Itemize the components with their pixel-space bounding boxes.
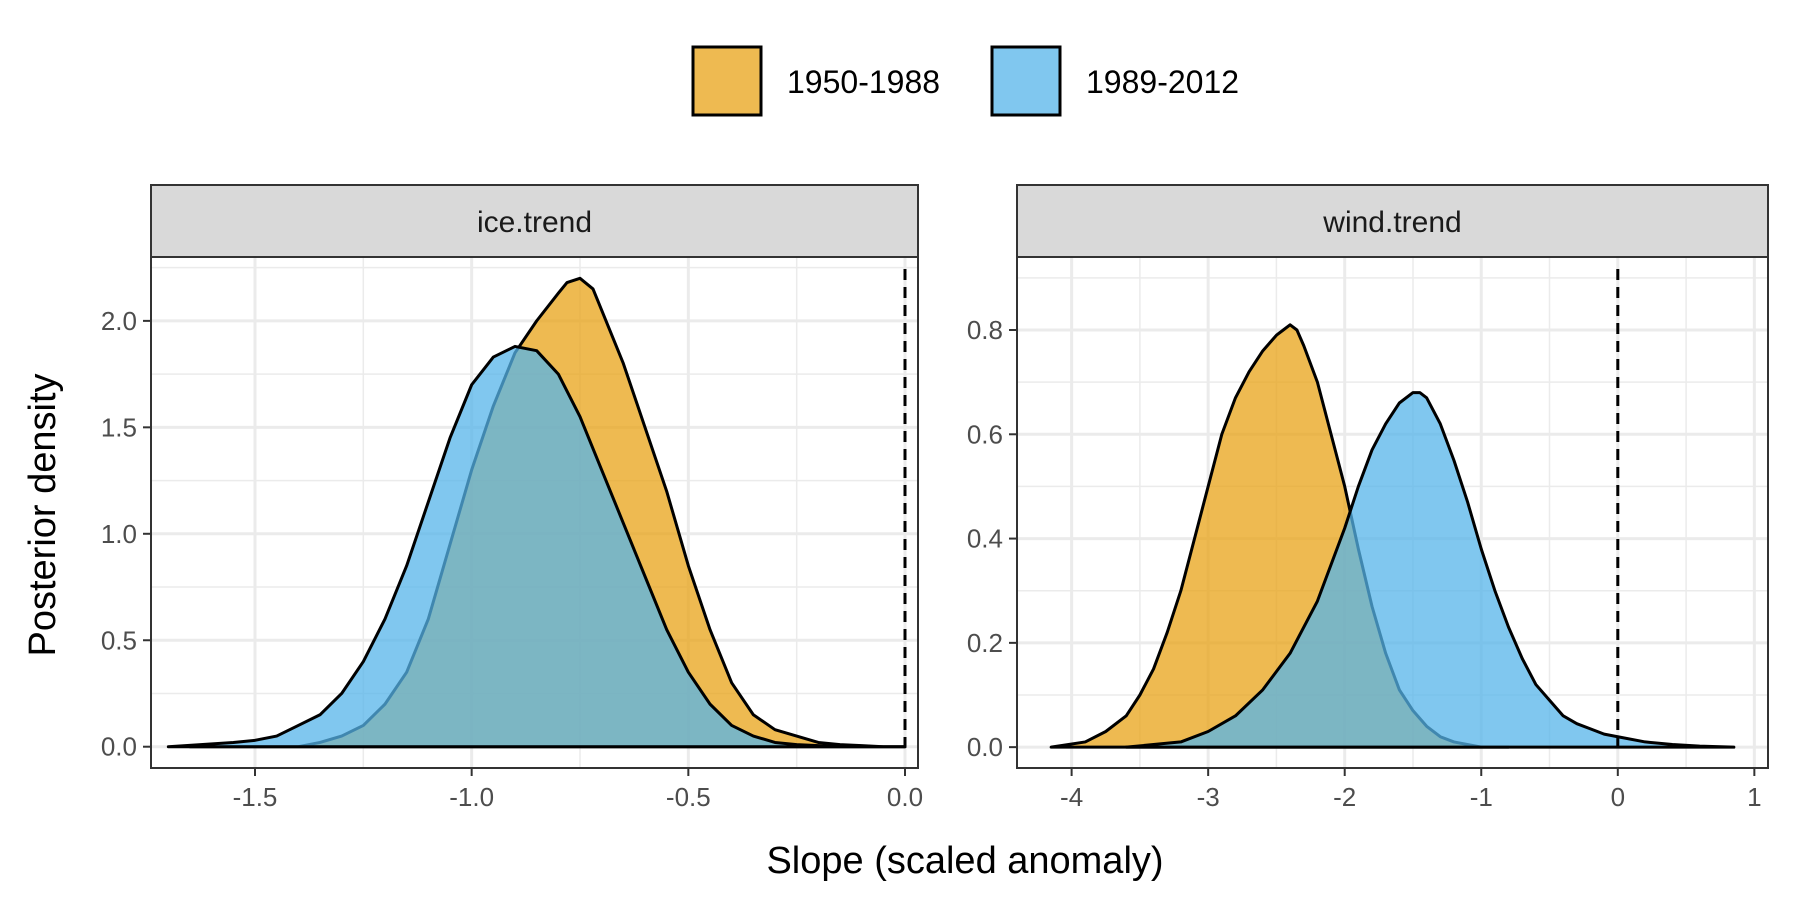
x-tick-label: 1 [1747, 782, 1761, 812]
y-tick-label: 0.4 [967, 524, 1003, 554]
y-tick-label: 1.0 [101, 519, 137, 549]
strip-label: ice.trend [477, 206, 592, 239]
panel-ice.trend: ice.trend -1.5 -1.0 -0.5 0.0 0.0 0.5 1.0 1.5 2.0 [101, 184, 923, 812]
legend-label-1989-2012: 1989-2012 [1086, 64, 1239, 100]
x-tick-label: -0.5 [666, 782, 711, 812]
x-axis-title: Slope (scaled anomaly) [766, 840, 1163, 882]
x-tick-label: -4 [1060, 782, 1083, 812]
legend-entry-1950-1988: 1950-1988 [691, 45, 940, 117]
x-tick-label: -1.0 [449, 782, 494, 812]
y-tick-label: 0.8 [967, 315, 1003, 345]
strip-background [150, 184, 919, 258]
y-tick-label: 0.5 [101, 625, 137, 655]
panels: ice.trend -1.5 -1.0 -0.5 0.0 0.0 0.5 1.0 1.5 2.0 w… [101, 184, 1769, 812]
y-tick-label: 0.6 [967, 419, 1003, 449]
x-tick-label: -2 [1333, 782, 1356, 812]
x-tick-label: 0 [1611, 782, 1625, 812]
strip-background [1016, 184, 1769, 258]
y-tick-label: 0.0 [967, 732, 1003, 762]
x-tick-label: -1.5 [233, 782, 278, 812]
panel-wind.trend: wind.trend -4 -3 -2 -1 0 1 0.0 0.2 0.4 0.6 0.8 [967, 184, 1769, 812]
x-tick-label: -1 [1470, 782, 1493, 812]
legend: 1950-1988 1989-2012 [691, 45, 1239, 117]
y-axis-title: Posterior density [22, 373, 64, 656]
x-tick-label: 0.0 [887, 782, 923, 812]
y-tick-label: 0.0 [101, 732, 137, 762]
y-tick-label: 2.0 [101, 306, 137, 336]
legend-label-1950-1988: 1950-1988 [787, 64, 940, 100]
y-tick-label: 0.2 [967, 628, 1003, 658]
x-tick-label: -3 [1197, 782, 1220, 812]
strip-label: wind.trend [1322, 206, 1461, 239]
legend-key-1950-1988 [691, 45, 763, 117]
legend-key-1989-2012 [990, 45, 1062, 117]
legend-entry-1989-2012: 1989-2012 [990, 45, 1239, 117]
density-area-1989-2012 [1124, 391, 1736, 749]
y-tick-label: 1.5 [101, 412, 137, 442]
density-area-1989-2012 [166, 344, 907, 749]
